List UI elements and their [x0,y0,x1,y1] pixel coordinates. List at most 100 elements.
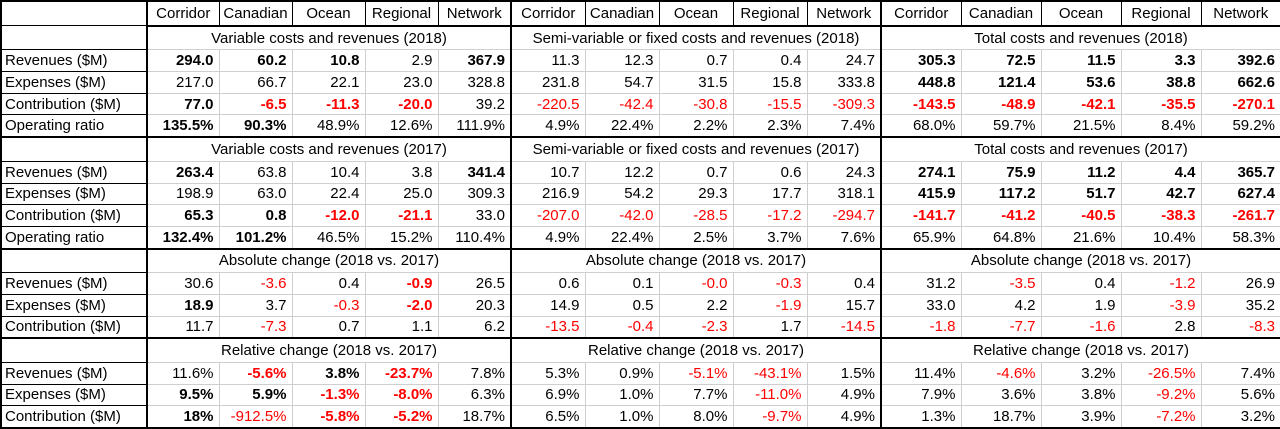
row-label [0,337,148,363]
value-cell: 10.4 [291,160,366,184]
value-cell: 60.2 [218,49,293,73]
value-cell: 33.0 [880,293,962,317]
data-row: Contribution ($M) 11.7 -7.3 0.7 1.1 6.2 -13.5-… [0,315,1280,339]
value-cell: 54.7 [584,71,660,94]
column-header: Regional [364,0,439,27]
value-cell: 31.5 [658,71,734,94]
value-cell: 0.9% [584,361,660,385]
value-cell: -220.5 [510,92,586,116]
row-label: Revenues ($M) [0,272,148,295]
section-title: Relative change (2018 vs. 2017) [146,337,512,363]
value-cell: -261.7 [1200,204,1280,227]
value-cell: 64.8% [960,225,1042,250]
value-cell: -5.1% [658,361,734,385]
column-header: Corridor [146,0,220,27]
value-cell: 7.7% [658,383,734,407]
value-cell: 17.7 [732,182,808,206]
value-cell: -1.3% [291,383,366,407]
value-cell: 7.4% [1200,361,1280,385]
value-cell: 365.7 [1200,160,1280,184]
value-cell: 15.8 [732,71,808,94]
row-label: Revenues ($M) [0,49,148,73]
value-cell: 3.7 [218,293,293,317]
value-cell: 7.9% [880,383,962,407]
value-cell: 0.4 [291,272,366,295]
data-row: Revenues ($M) 263.4 63.8 10.4 3.8 341.4 10.7 12… [0,160,1280,184]
value-cell: 59.2% [1200,114,1280,138]
value-cell: 90.3% [218,114,293,138]
value-cell: -6.5 [218,92,293,116]
value-cell: 274.1 [880,160,962,184]
value-cell: 6.2 [437,315,512,339]
value-cell: 4.2 [960,293,1042,317]
value-cell: 59.7% [960,114,1042,138]
value-cell: 30.6 [146,272,220,295]
value-cell: 5.6% [1200,383,1280,407]
value-cell: 110.4% [437,225,512,250]
value-cell: 3.3 [1120,49,1202,73]
value-cell: 15.2% [364,225,439,250]
row-label: Operating ratio [0,114,148,138]
row-label: Contribution ($M) [0,405,148,429]
value-cell: 1.1 [364,315,439,339]
header-row: Corridor Canadian Ocean Regional Network Corr… [0,0,1280,27]
value-cell: -38.3 [1120,204,1202,227]
column-header: Network [806,0,882,27]
value-cell: -0.0 [658,272,734,295]
value-cell: -7.7 [960,315,1042,339]
value-cell: 11.3 [510,49,586,73]
value-cell: 0.4 [806,272,882,295]
value-cell: -912.5% [218,405,293,429]
value-cell: 216.9 [510,182,586,206]
column-header: Canadian [584,0,660,27]
value-cell: 1.0% [584,383,660,407]
value-cell: 1.7 [732,315,808,339]
value-cell: 7.8% [437,361,512,385]
value-cell: 4.4 [1120,160,1202,184]
value-cell: -1.9 [732,293,808,317]
value-cell: 21.6% [1040,225,1122,250]
value-cell: 63.8 [218,160,293,184]
data-row: Expenses ($M) 217.0 66.7 22.1 23.0 328.8 231.8… [0,71,1280,94]
row-label: Expenses ($M) [0,71,148,94]
value-cell: -143.5 [880,92,962,116]
value-cell: 309.3 [437,182,512,206]
section-title-row: Relative change (2018 vs. 2017) Relative … [0,337,1280,363]
value-cell: -43.1% [732,361,808,385]
corner-cell [0,0,148,27]
value-cell: 10.7 [510,160,586,184]
value-cell: 25.0 [364,182,439,206]
value-cell: -207.0 [510,204,586,227]
value-cell: 26.9 [1200,272,1280,295]
section-title: Absolute change (2018 vs. 2017) [510,247,882,274]
value-cell: -270.1 [1200,92,1280,116]
value-cell: 117.2 [960,182,1042,206]
value-cell: -20.0 [364,92,439,116]
value-cell: 53.6 [1040,71,1122,94]
value-cell: 31.2 [880,272,962,295]
value-cell: -5.8% [291,405,366,429]
data-row: Contribution ($M) 18% -912.5% -5.8% -5.2% 18.… [0,405,1280,429]
value-cell: 217.0 [146,71,220,94]
value-cell: -2.0 [364,293,439,317]
data-row: Revenues ($M) 30.6 -3.6 0.4 -0.9 26.5 0.6 0.1 -0… [0,272,1280,295]
value-cell: -5.2% [364,405,439,429]
value-cell: 22.4% [584,114,660,138]
value-cell: -12.0 [291,204,366,227]
value-cell: -294.7 [806,204,882,227]
value-cell: 263.4 [146,160,220,184]
value-cell: -14.5 [806,315,882,339]
value-cell: 22.1 [291,71,366,94]
value-cell: 77.0 [146,92,220,116]
row-label: Operating ratio [0,225,148,250]
value-cell: 1.0% [584,405,660,429]
value-cell: -7.2% [1120,405,1202,429]
value-cell: 72.5 [960,49,1042,73]
value-cell: 135.5% [146,114,220,138]
value-cell: 101.2% [218,225,293,250]
section-title: Absolute change (2018 vs. 2017) [880,247,1280,274]
value-cell: 305.3 [880,49,962,73]
value-cell: -21.1 [364,204,439,227]
value-cell: 0.1 [584,272,660,295]
